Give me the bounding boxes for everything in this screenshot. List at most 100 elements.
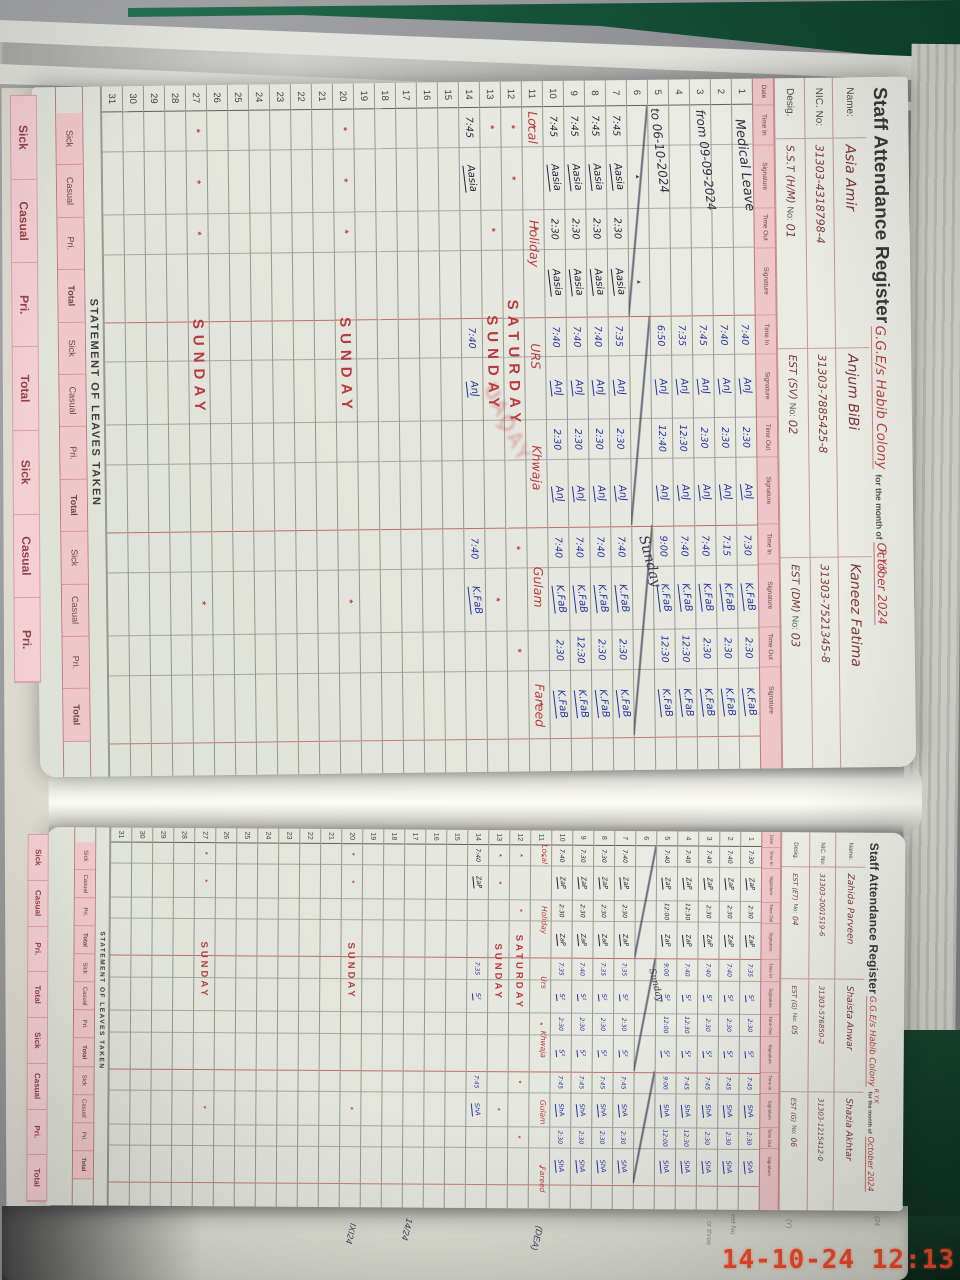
time-out-cell (150, 635, 172, 676)
time-in-cell (317, 530, 338, 571)
desig-cell: S.S.T (H/M) No: 01 (775, 137, 808, 348)
time-value: 2:30 (726, 905, 734, 919)
staff-name-row: Name: Zahida Parveen Shaista Anwar Shazia A… (832, 832, 866, 1211)
signature-scribble: ShA (576, 1159, 587, 1174)
time-in-cell (669, 105, 690, 146)
time-value: 7:40 (684, 849, 692, 864)
date-cell: 22 (300, 828, 321, 844)
time-out-cell (418, 211, 439, 252)
time-out-cell (171, 635, 193, 676)
time-in-cell: 6:50 (650, 316, 672, 357)
holiday-word: Local (540, 844, 550, 865)
time-value: 12:30 (684, 902, 692, 921)
time-in-cell: 7:40 (734, 315, 756, 356)
signature-scribble: K.FaB (741, 686, 758, 717)
time-out-cell (298, 1012, 320, 1034)
desig-cell: EST (SV) No: 02 (778, 347, 810, 558)
signature-scribble: S² (577, 1049, 588, 1058)
time-out-cell: 2:30 (696, 628, 717, 669)
signature-scribble: K.FaB (699, 687, 716, 718)
sign-out-cell (253, 464, 274, 531)
time-in-cell: 7:40 (461, 318, 483, 359)
staff-group: * * (506, 527, 529, 740)
sign-in-cell: K.FaB (569, 567, 591, 631)
leave-type-label: Sick (73, 1066, 94, 1095)
staff-group: 7:40 K.FaB (464, 528, 487, 740)
time-value: 7:40 (699, 534, 712, 557)
staff-group: 7:40 ZaP 12:00 ZaP (656, 846, 678, 958)
time-in-cell (131, 955, 152, 978)
sign-out-cell (278, 920, 298, 956)
sign-in-cell (147, 362, 168, 426)
attendance-row: 10 7:40 ZaP 2:30 ZaP 7:35 S² 2:30 S² 7:45 ShA 2:30 S… (548, 830, 573, 1209)
time-in-cell: 7:45 (459, 107, 480, 148)
sign-in-cell (215, 864, 237, 899)
under-sheet-label: Casual (28, 880, 48, 927)
time-out-cell (404, 899, 425, 921)
sign-out-cell: ShA (571, 1149, 591, 1185)
time-value: 7:40 (663, 849, 671, 864)
time-out-cell (215, 898, 236, 920)
column-header: Time In (761, 959, 780, 981)
time-in-cell (403, 1071, 424, 1093)
time-out-cell (362, 899, 383, 921)
staff-group (272, 319, 296, 531)
no-label: No: (790, 1125, 797, 1135)
time-value: 2:30 (703, 1131, 711, 1146)
leave-type-label: Casual (61, 584, 89, 637)
time-in-cell: 7:40 (615, 845, 636, 868)
time-out-cell (255, 634, 277, 675)
time-in-cell (170, 532, 191, 573)
staff-group (236, 843, 258, 955)
time-out-cell (110, 897, 131, 919)
sign-out-cell (319, 673, 340, 740)
signature-scribble: ShA (681, 1103, 693, 1118)
column-header: Time Out (759, 626, 780, 667)
attendance-row: 23 (275, 828, 300, 1207)
sign-in-cell (312, 149, 334, 213)
time-out-cell (357, 422, 379, 463)
time-in-cell: 7:35 (551, 958, 572, 981)
time-out-cell (151, 1011, 173, 1033)
time-in-cell (363, 844, 384, 866)
sign-out-cell: AnJ (694, 458, 715, 525)
attendance-row: 22 (296, 828, 321, 1207)
time-out-cell (733, 207, 754, 248)
holiday-star: * (495, 881, 503, 885)
attendance-row: 28 (170, 827, 195, 1207)
staff-group: 9:00 S² 12:00 S² (655, 958, 677, 1072)
time-in-cell: 7:45 (739, 1073, 760, 1095)
signature-scribble: S² (724, 993, 735, 1002)
date-cell: 13 (489, 830, 510, 846)
sign-in-cell (152, 864, 174, 898)
sign-out-cell (734, 247, 755, 314)
date-cell: 10 (552, 830, 573, 846)
time-out-cell (168, 424, 190, 465)
sign-out-cell (463, 461, 484, 528)
signature-scribble: K.FaB (594, 688, 612, 719)
signature-scribble: ShA (618, 1103, 630, 1117)
time-out-cell (424, 1126, 445, 1148)
date-cell: 21 (311, 83, 333, 110)
time-in-cell: 7:30 (737, 525, 758, 566)
time-value: 7:15 (720, 534, 733, 557)
time-value: 7:40 (474, 848, 482, 862)
sign-in-cell: ZaP (614, 867, 636, 902)
staff-group: 9:00 ShA 12:00 ShA (654, 1071, 676, 1187)
sign-in-cell (383, 978, 404, 1013)
sign-out-cell (278, 1033, 298, 1069)
time-out-cell (214, 1124, 235, 1147)
signature-scribble: ShA (660, 1160, 671, 1174)
staff-group (146, 321, 170, 533)
page-title: Staff Attendance Register G.G.E/s Habib C… (863, 833, 906, 1211)
staff-group (255, 1069, 277, 1184)
staff-group (128, 532, 151, 744)
holiday-star: * (514, 1135, 522, 1139)
nic-cell: 31303-1215412-0 (807, 1090, 834, 1204)
sign-in-cell (401, 569, 423, 633)
sign-in-cell: S² (698, 981, 719, 1015)
sign-out-cell: AnJ (736, 458, 757, 525)
time-in-cell (272, 320, 294, 361)
time-in-cell (270, 110, 291, 151)
